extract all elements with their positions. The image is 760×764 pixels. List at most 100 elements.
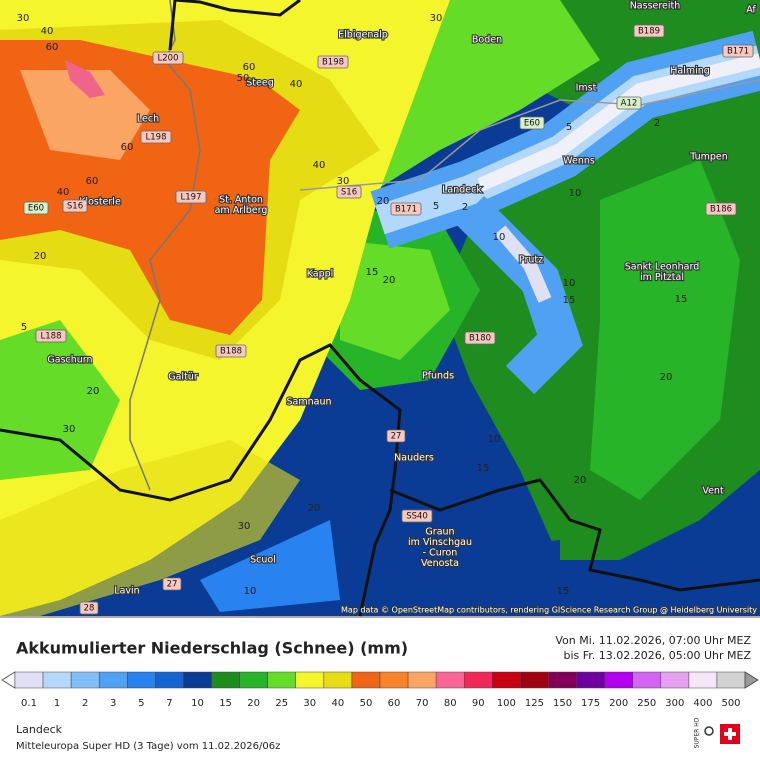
contour-label: 30 — [337, 176, 350, 187]
place-label: Kappl — [307, 269, 334, 280]
contour-label: 40 — [313, 160, 326, 171]
contour-label: 15 — [557, 586, 570, 597]
road-label: 27 — [167, 580, 178, 590]
logo-text: SUPER HD — [694, 717, 701, 748]
colorbar-cell — [520, 671, 549, 689]
road-shield — [705, 202, 737, 216]
road-shield — [390, 202, 422, 216]
place-label: Prutz — [519, 255, 543, 266]
colorbar-arrow-right — [744, 671, 759, 689]
contour-label: 10 — [563, 278, 576, 289]
road-label: S16 — [341, 188, 357, 198]
contour-label: 20 — [383, 275, 396, 286]
colorbar-arrow-left — [1, 671, 16, 689]
place-label: Venosta — [421, 558, 459, 569]
contour-label: 30 — [238, 521, 251, 532]
colorbar-cell — [492, 671, 521, 689]
contour-label: 60 — [243, 62, 256, 73]
road-shield — [175, 190, 207, 204]
attribution: Map data © OpenStreetMap contributors, r… — [341, 606, 757, 615]
contour-label: 30 — [430, 13, 443, 24]
place-label: St. Anton — [219, 195, 263, 206]
road-label: B180 — [469, 334, 491, 344]
contour-label: 2 — [654, 118, 660, 129]
place-label: Elbigenalp — [338, 30, 388, 41]
colorbar-cell — [14, 671, 44, 689]
map: Nassereith Elbigenalp Boden Steeg Imst Halmin… — [0, 0, 760, 617]
colorbar-label: 200 — [609, 698, 628, 709]
contour-label: 20 — [660, 372, 673, 383]
place-label: Klosterle — [79, 197, 121, 208]
road-label: S16 — [67, 202, 83, 212]
road-shield — [519, 116, 545, 130]
place-label: Boden — [472, 35, 502, 46]
colorbar-cell — [239, 671, 268, 689]
colorbar-cell — [267, 671, 297, 689]
model-info: Mitteleuropa Super HD (3 Tage) vom 11.02… — [16, 741, 280, 752]
place-label: Wenns — [563, 156, 595, 167]
contour-label: 10 — [493, 232, 506, 243]
colorbar-label: 70 — [416, 698, 429, 709]
road-shield — [162, 577, 182, 591]
colorbar-cell — [407, 671, 437, 689]
road-label: E60 — [524, 119, 540, 129]
road-shield — [464, 331, 496, 345]
colorbar-label: 2 — [82, 698, 88, 709]
colorbar-label: 25 — [275, 698, 288, 709]
colorbar-label: 40 — [332, 698, 345, 709]
colorbar-cell — [211, 671, 240, 689]
place-label: im Pitztal — [640, 272, 684, 283]
contour-label: 20 — [87, 386, 100, 397]
place-label: Scuol — [250, 555, 276, 566]
contour-label: 20 — [377, 196, 390, 207]
place-label: Pfunds — [422, 371, 454, 382]
contour-label: 40 — [290, 79, 303, 90]
colorbar-label: 10 — [191, 698, 204, 709]
contour-label: 15 — [675, 294, 688, 305]
contour-label: 10 — [244, 586, 257, 597]
road-label: L200 — [158, 54, 179, 64]
road-shield — [62, 199, 88, 213]
place-label: am Arlberg — [215, 205, 268, 216]
colorbar-cell — [127, 671, 156, 689]
colorbar-label: 20 — [247, 698, 260, 709]
colorbar-label: 30 — [303, 698, 316, 709]
colorbar-label: 175 — [581, 698, 600, 709]
colorbar-cell — [183, 671, 212, 689]
road-shield — [317, 55, 349, 69]
contour-label: 5 — [433, 201, 439, 212]
road-shield — [386, 429, 406, 443]
road-label: B186 — [710, 205, 732, 215]
colorbar-label: 100 — [497, 698, 516, 709]
road-label: E60 — [28, 204, 44, 214]
road-label: 27 — [391, 432, 402, 442]
colorbar-label: 90 — [472, 698, 485, 709]
colorbar-cell — [435, 671, 465, 689]
road-label: A12 — [621, 99, 638, 109]
road-label: B189 — [638, 27, 660, 37]
contour-label: 5 — [21, 322, 27, 333]
colorbar-cell — [548, 671, 577, 689]
colorbar-cell — [716, 671, 746, 689]
road-shield — [616, 96, 642, 110]
place-label: Lech — [137, 114, 159, 125]
colorbar-label: 125 — [525, 698, 544, 709]
colorbar-label: 300 — [665, 698, 684, 709]
colorbar-cell — [295, 671, 325, 689]
contour-label: 40 — [57, 187, 70, 198]
contour-label: 15 — [563, 295, 576, 306]
place-label: Lavin — [114, 586, 139, 597]
place-label: Vent — [702, 486, 724, 497]
contour-label: 20 — [34, 251, 47, 262]
road-shield — [633, 24, 665, 38]
colorbar-label: 50 — [360, 698, 373, 709]
colorbar-label: 15 — [219, 698, 232, 709]
road-label: 28 — [84, 604, 95, 614]
road-label: L197 — [181, 193, 202, 203]
contour-label: 60 — [121, 142, 134, 153]
colorbar-cell — [604, 671, 633, 689]
contour-label: 50 — [237, 73, 250, 84]
contour-label: 20 — [308, 503, 321, 514]
colorbar-label: 400 — [693, 698, 712, 709]
